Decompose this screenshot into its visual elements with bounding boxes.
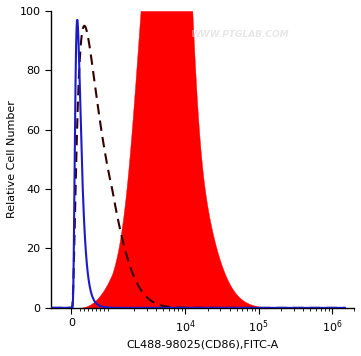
Y-axis label: Relative Cell Number: Relative Cell Number — [7, 100, 17, 218]
Text: WWW.PTGLAB.COM: WWW.PTGLAB.COM — [190, 30, 288, 39]
X-axis label: CL488-98025(CD86),FITC-A: CL488-98025(CD86),FITC-A — [126, 339, 279, 349]
